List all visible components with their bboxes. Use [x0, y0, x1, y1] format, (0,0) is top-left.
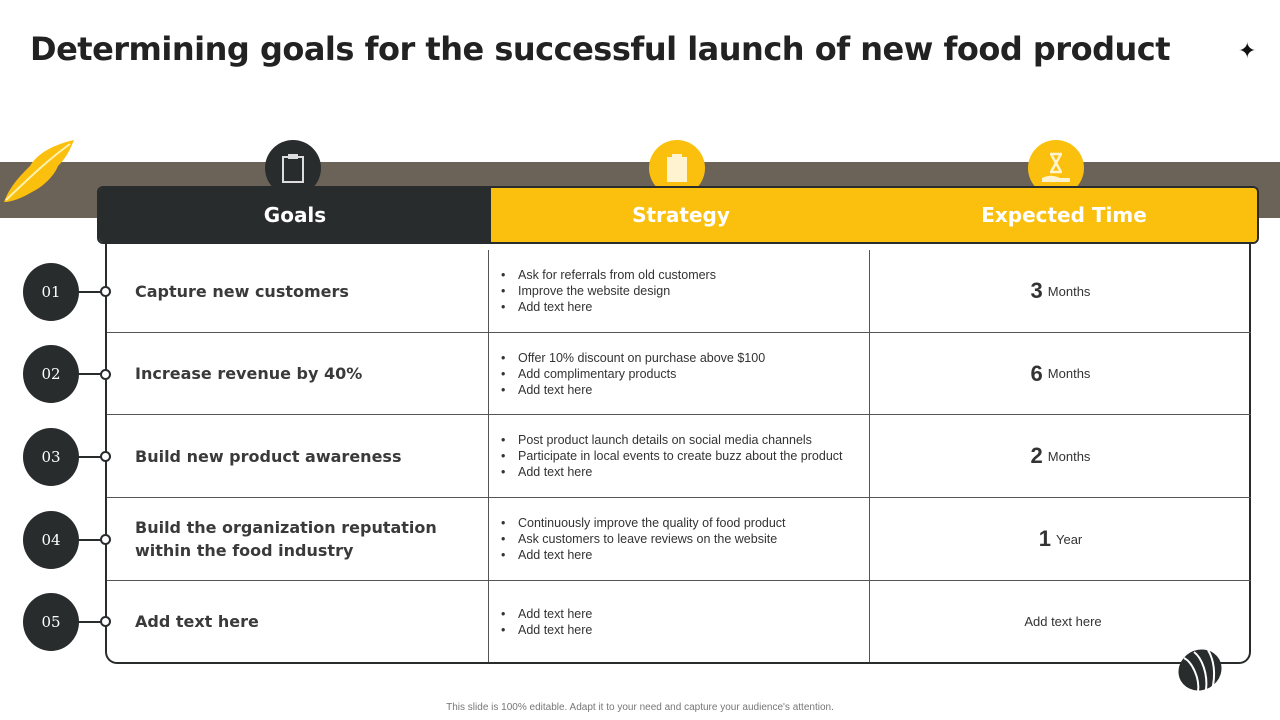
time-unit: Year [1055, 531, 1083, 547]
row-number-badge: 04 [23, 510, 79, 569]
connector-line [78, 538, 102, 541]
time-cell: 3 Months [870, 250, 1251, 332]
table-row: Build new product awareness Post product… [107, 415, 1251, 498]
time-value: 3 [1030, 278, 1043, 303]
table-row: Build the organization reputation within… [107, 498, 1251, 581]
page-title: Determining goals for the successful lau… [30, 30, 1171, 68]
connector-dot [100, 534, 111, 545]
row-number-badge: 02 [23, 345, 79, 403]
strategy-item: Add text here [499, 606, 592, 622]
strategy-item: Improve the website design [499, 283, 716, 299]
header-strategy: Strategy [491, 188, 871, 242]
goal-cell: Capture new customers [107, 250, 489, 332]
seed-icon [1178, 649, 1222, 693]
sparkle-icon: ✦ [1238, 38, 1257, 63]
goals-table: Capture new customers Ask for referrals … [105, 243, 1251, 664]
strategy-item: Add text here [499, 547, 786, 563]
strategy-item: Add complimentary products [499, 366, 765, 382]
connector-line [78, 455, 102, 458]
row-number-badge: 05 [23, 592, 79, 651]
strategy-item: Post product launch details on social me… [499, 432, 843, 448]
header-goals: Goals [99, 188, 491, 242]
time-cell: Add text here [870, 581, 1251, 662]
time-unit: Months [1047, 366, 1091, 381]
header-expected-time: Expected Time [871, 188, 1257, 242]
time-unit: Add text here [1024, 614, 1102, 629]
goal-cell: Build the organization reputation within… [107, 498, 489, 580]
table-row: Increase revenue by 40% Offer 10% discou… [107, 333, 1251, 415]
goal-cell: Add text here [107, 581, 489, 662]
connector-dot [100, 368, 111, 380]
table-header: Goals Strategy Expected Time [97, 186, 1259, 244]
footer-note: This slide is 100% editable. Adapt it to… [446, 702, 834, 713]
time-value: 2 [1030, 443, 1043, 468]
strategy-cell: Post product launch details on social me… [489, 415, 870, 497]
connector-dot [100, 616, 111, 627]
time-cell: 2 Months [870, 415, 1251, 497]
connector-line [78, 290, 102, 293]
strategy-item: Add text here [499, 464, 843, 480]
time-unit: Months [1047, 283, 1091, 299]
strategy-cell: Ask for referrals from old customersImpr… [489, 250, 870, 332]
connector-dot [100, 451, 111, 462]
time-unit: Months [1047, 448, 1091, 464]
row-number-badge: 01 [23, 262, 79, 321]
strategy-item: Ask customers to leave reviews on the we… [499, 531, 786, 547]
strategy-item: Add text here [499, 622, 592, 638]
strategy-item: Continuously improve the quality of food… [499, 515, 786, 531]
strategy-item: Add text here [499, 382, 765, 398]
connector-line [78, 620, 102, 623]
goal-cell: Build new product awareness [107, 415, 489, 497]
goal-cell: Increase revenue by 40% [107, 333, 489, 414]
strategy-item: Offer 10% discount on purchase above $10… [499, 350, 765, 366]
table-row: Capture new customers Ask for referrals … [107, 250, 1251, 333]
time-value: 6 [1030, 360, 1043, 386]
strategy-cell: Offer 10% discount on purchase above $10… [489, 333, 870, 414]
connector-dot [100, 286, 111, 297]
strategy-cell: Continuously improve the quality of food… [489, 498, 870, 580]
connector-line [78, 373, 102, 375]
strategy-item: Add text here [499, 299, 716, 315]
row-number-badge: 03 [23, 427, 79, 486]
leaf-icon [4, 140, 74, 202]
time-cell: 1 Year [870, 498, 1251, 580]
time-cell: 6 Months [870, 333, 1251, 414]
strategy-item: Participate in local events to create bu… [499, 448, 843, 464]
strategy-item: Ask for referrals from old customers [499, 267, 716, 283]
time-value: 1 [1038, 526, 1051, 551]
